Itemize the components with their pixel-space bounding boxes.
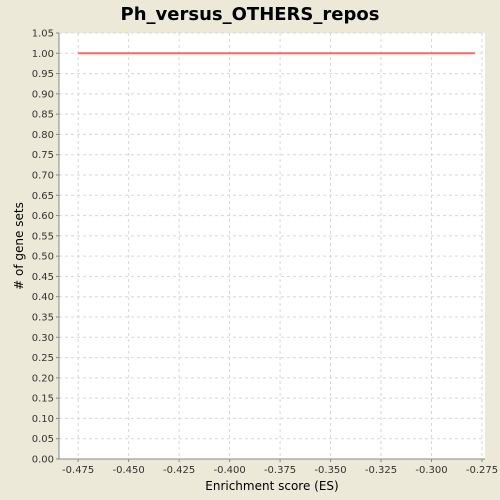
y-tick-label: 1.00	[32, 49, 54, 60]
y-tick-label: 0.50	[32, 252, 54, 263]
x-tick-label: -0.475	[62, 465, 94, 476]
y-tick-label: 0.55	[32, 231, 54, 242]
y-tick-label: 0.05	[32, 434, 54, 445]
y-tick-label: 0.20	[32, 373, 54, 384]
y-tick-label: 0.80	[32, 130, 54, 141]
y-tick-label: 0.10	[32, 414, 54, 425]
y-tick-label: 0.70	[32, 171, 54, 182]
y-tick-label: 0.60	[32, 211, 54, 222]
x-tick-label: -0.350	[314, 465, 346, 476]
x-tick-label: -0.325	[365, 465, 397, 476]
x-tick-label: -0.300	[415, 465, 447, 476]
x-tick-label: -0.375	[264, 465, 296, 476]
y-tick-label: 0.00	[32, 455, 54, 466]
y-tick-label: 0.35	[32, 313, 54, 324]
y-axis-label: # of gene sets	[12, 202, 26, 290]
y-tick-label: 0.25	[32, 353, 54, 364]
y-axis-ticks: 0.00 0.05 0.10 0.15 0.20 0.25 0.30 0.35 0.40 0.45…	[32, 29, 59, 466]
y-tick-label: 0.15	[32, 394, 54, 405]
y-tick-label: 0.85	[32, 110, 54, 121]
y-tick-label: 1.05	[32, 29, 54, 40]
plot-area	[59, 33, 485, 459]
y-tick-label: 0.45	[32, 272, 54, 283]
x-tick-label: -0.450	[113, 465, 145, 476]
chart-title: Ph_versus_OTHERS_repos	[121, 4, 380, 25]
y-tick-label: 0.40	[32, 292, 54, 303]
x-axis-ticks: -0.475 -0.450 -0.425 -0.400 -0.375 -0.350 -0.3…	[62, 459, 498, 476]
x-axis-label: Enrichment score (ES)	[205, 479, 338, 493]
y-tick-label: 0.65	[32, 191, 54, 202]
y-tick-label: 0.90	[32, 89, 54, 100]
y-tick-label: 0.95	[32, 69, 54, 80]
x-tick-label: -0.425	[163, 465, 195, 476]
x-tick-label: -0.275	[466, 465, 498, 476]
x-tick-label: -0.400	[213, 465, 245, 476]
y-tick-label: 0.75	[32, 150, 54, 161]
y-tick-label: 0.30	[32, 333, 54, 344]
